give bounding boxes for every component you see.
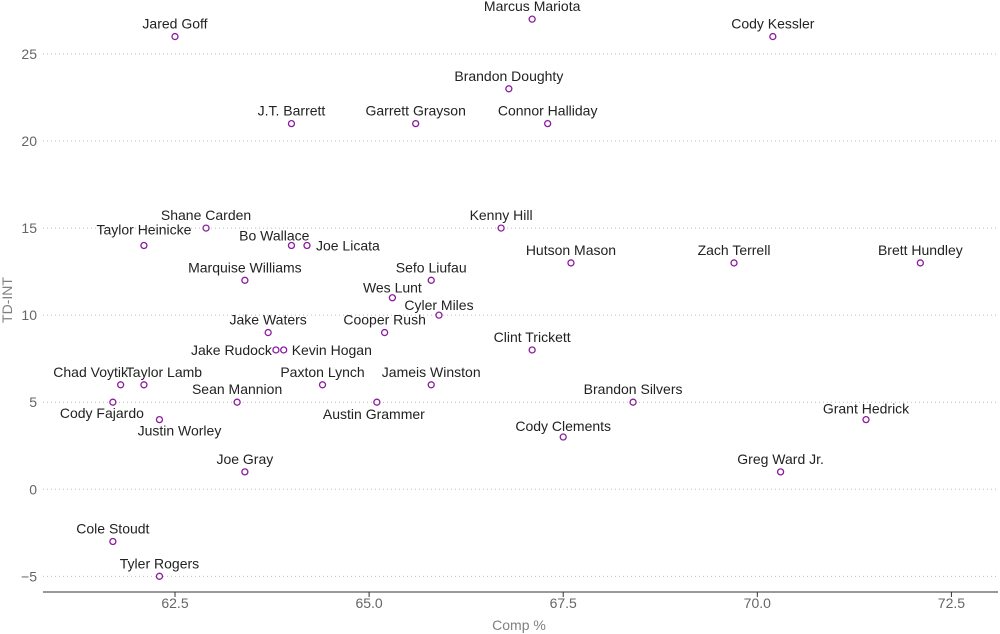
point-label: Bo Wallace: [239, 228, 310, 244]
y-tick-label: 20: [21, 133, 37, 149]
point-label: Kenny Hill: [470, 207, 533, 223]
data-point: [427, 276, 435, 284]
x-tick-label: 67.5: [550, 595, 577, 611]
point-label: Joe Gray: [216, 451, 273, 467]
data-point: [287, 241, 296, 250]
data-point: [155, 415, 164, 424]
data-point: [427, 381, 435, 389]
data-point: [497, 224, 505, 232]
data-point: [109, 537, 117, 546]
data-point: [373, 398, 381, 406]
data-point: [233, 398, 241, 406]
gridlines: [43, 53, 998, 577]
point-label: Brandon Silvers: [584, 381, 683, 397]
y-axis-title: TD-INT: [0, 277, 15, 323]
data-point: [140, 241, 148, 250]
data-point: [280, 346, 288, 354]
data-point: [241, 468, 249, 476]
point-label: Garrett Grayson: [365, 103, 465, 119]
data-point: [264, 328, 272, 337]
data-point: [380, 328, 389, 337]
data-point: [155, 572, 164, 580]
x-tick-label: 62.5: [161, 595, 188, 611]
data-point: [528, 346, 536, 354]
data-point: [272, 346, 280, 354]
data-point: [862, 415, 870, 424]
point-label: Cyler Miles: [404, 297, 473, 313]
point-label: Wes Lunt: [363, 280, 422, 296]
y-tick-label: 25: [21, 46, 37, 62]
point-label: Justin Worley: [138, 423, 222, 439]
data-point: [776, 468, 785, 476]
x-tick-label: 72.5: [938, 595, 965, 611]
data-point: [109, 398, 117, 406]
point-label: Grant Hedrick: [823, 401, 910, 417]
point-label: J.T. Barrett: [258, 103, 326, 119]
data-point: [769, 32, 777, 41]
data-point: [730, 259, 738, 267]
data-point: [567, 259, 575, 267]
y-tick-label: 15: [21, 220, 37, 236]
point-label: Jake Waters: [230, 312, 307, 328]
x-tick-label: 65.0: [355, 595, 382, 611]
data-point: [435, 311, 443, 319]
point-label: Marcus Mariota: [484, 0, 581, 14]
point-label: Cooper Rush: [343, 312, 426, 328]
point-label: Taylor Lamb: [126, 364, 202, 380]
y-tick-label: 5: [29, 394, 37, 410]
point-label: Marquise Williams: [188, 259, 302, 275]
data-point: [241, 276, 249, 284]
point-label: Taylor Heinicke: [96, 222, 191, 238]
data-point: [916, 259, 925, 267]
point-label: Connor Halliday: [498, 103, 598, 119]
data-point: [202, 224, 210, 232]
data-point: [116, 381, 125, 389]
point-label: Brett Hundley: [878, 242, 963, 258]
point-label: Joe Licata: [316, 238, 380, 254]
data-point: [303, 241, 311, 250]
point-label: Cole Stoudt: [76, 521, 149, 537]
data-point: [388, 294, 397, 302]
point-label: Cody Clements: [515, 418, 611, 434]
y-tick-label: −5: [21, 568, 37, 584]
point-label: Jameis Winston: [382, 364, 481, 380]
point-label: Paxton Lynch: [280, 364, 364, 380]
point-label: Zach Terrell: [698, 242, 771, 258]
point-label: Kevin Hogan: [292, 342, 372, 358]
point-label: Sefo Liufau: [396, 259, 467, 275]
data-point: [528, 15, 536, 23]
point-label: Austin Grammer: [323, 406, 425, 422]
point-label: Cody Fajardo: [60, 405, 144, 421]
point-label: Jake Rudock: [191, 342, 273, 358]
point-label: Clint Trickett: [494, 329, 571, 345]
point-label: Chad Voytik: [53, 364, 129, 380]
data-point: [287, 119, 296, 128]
data-point: [505, 85, 513, 93]
point-label: Greg Ward Jr.: [737, 451, 824, 467]
point-label: Sean Mannion: [192, 381, 282, 397]
point-labels: Jared Goff Marcus Mariota Cody Kessler Bran…: [53, 0, 962, 571]
data-point: [544, 119, 552, 128]
point-label: Shane Carden: [161, 207, 251, 223]
data-point: [318, 381, 327, 389]
data-point: [629, 398, 637, 406]
point-label: Cody Kessler: [731, 16, 815, 32]
data-points: [109, 15, 925, 580]
point-label: Tyler Rogers: [120, 555, 199, 571]
data-point: [140, 381, 148, 389]
axes: −5 0 5 10 15 20 25 62.5 65.0 67.5 70.0 72.5: [21, 46, 998, 611]
y-tick-label: 0: [29, 481, 37, 497]
x-axis-title: Comp %: [492, 617, 546, 633]
y-tick-label: 10: [21, 307, 37, 323]
point-label: Brandon Doughty: [454, 68, 563, 84]
data-point: [171, 32, 179, 41]
x-tick-label: 70.0: [744, 595, 771, 611]
data-point: [412, 119, 420, 128]
point-label: Hutson Mason: [526, 242, 616, 258]
data-point: [559, 433, 567, 441]
point-label: Jared Goff: [142, 16, 207, 32]
